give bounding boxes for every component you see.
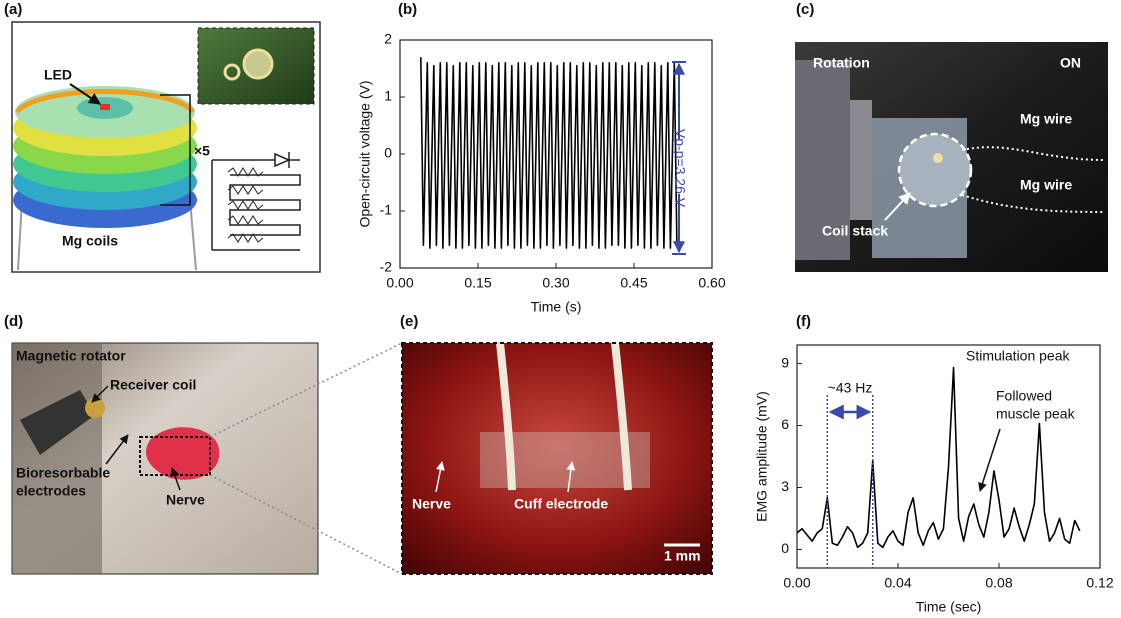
annotation: electrodes: [16, 483, 86, 499]
plot-frame: [796, 344, 1101, 569]
annotation: Bioresorbable: [16, 465, 110, 481]
x-tick-label: 0.00: [386, 275, 413, 291]
panel-label: (b): [398, 1, 417, 18]
x-tick-label: 0.12: [1086, 575, 1113, 591]
y-axis-label: Open-circuit voltage (V): [357, 80, 373, 227]
zoom-line: [209, 342, 403, 575]
annotation: LED: [44, 67, 72, 83]
annotation: Coil stack: [822, 223, 888, 239]
annotation: Mg wire: [1020, 177, 1072, 193]
annotation: Nerve: [166, 492, 205, 508]
panel-label: (d): [4, 313, 23, 330]
panel-a: LED ×5 Mg coils: [11, 21, 321, 273]
annotation: Followed: [996, 388, 1052, 404]
panel-label: (f): [796, 313, 811, 330]
data-line: [420, 57, 678, 249]
x-tick-label: 0.60: [698, 275, 725, 291]
x-tick-label: 0.04: [884, 575, 911, 591]
y-tick-label: 3: [781, 478, 789, 494]
y-tick-label: 0: [384, 145, 392, 161]
annotation: ×5: [194, 143, 210, 159]
x-tick-label: 0.15: [464, 275, 491, 291]
annotation: Stimulation peak: [966, 348, 1071, 364]
annotation: Mg coils: [62, 233, 118, 249]
annotation: Mg wire: [1020, 111, 1072, 127]
x-axis-label: Time (s): [531, 299, 582, 315]
annotation: Vp-p=3.26 V: [672, 129, 688, 208]
x-tick-label: 0.30: [542, 275, 569, 291]
annotation: Receiver coil: [110, 377, 196, 393]
y-tick-label: 2: [384, 31, 392, 47]
y-tick-label: 9: [781, 354, 789, 370]
y-tick-label: 0: [781, 540, 789, 556]
x-tick-label: 0.08: [985, 575, 1012, 591]
data-line: [796, 366, 1081, 549]
annotation: muscle peak: [996, 406, 1076, 422]
annotation: Rotation: [813, 55, 870, 71]
panel-d: Magnetic rotator Receiver coil Bioresorb…: [11, 342, 319, 575]
panel-c: Rotation ON Mg wire Mg wire Coil stack: [795, 42, 1108, 272]
annotation: Magnetic rotator: [16, 348, 126, 364]
bracket: [672, 61, 686, 255]
panel-e: Nerve Cuff electrode 1 mm: [401, 342, 713, 575]
y-tick-label: -2: [380, 259, 393, 275]
x-tick-label: 0.00: [783, 575, 810, 591]
annotation: Nerve: [412, 496, 451, 512]
y-tick-label: 1: [384, 88, 392, 104]
panel-label: (e): [400, 313, 418, 330]
x-axis-label: Time (sec): [916, 599, 982, 615]
panel-label: (a): [4, 1, 22, 18]
x-tick-label: 0.45: [620, 275, 647, 291]
y-tick-label: -1: [380, 202, 393, 218]
annotation-arrow: [978, 428, 1001, 492]
annotation: Cuff electrode: [514, 496, 608, 512]
y-axis-label: EMG amplitude (mV): [754, 391, 770, 522]
annotation: ~43 Hz: [828, 380, 873, 396]
y-tick-label: 6: [781, 416, 789, 432]
panel-label: (c): [796, 1, 814, 18]
annotation: ON: [1060, 55, 1081, 71]
scale-bar-label: 1 mm: [664, 548, 701, 564]
